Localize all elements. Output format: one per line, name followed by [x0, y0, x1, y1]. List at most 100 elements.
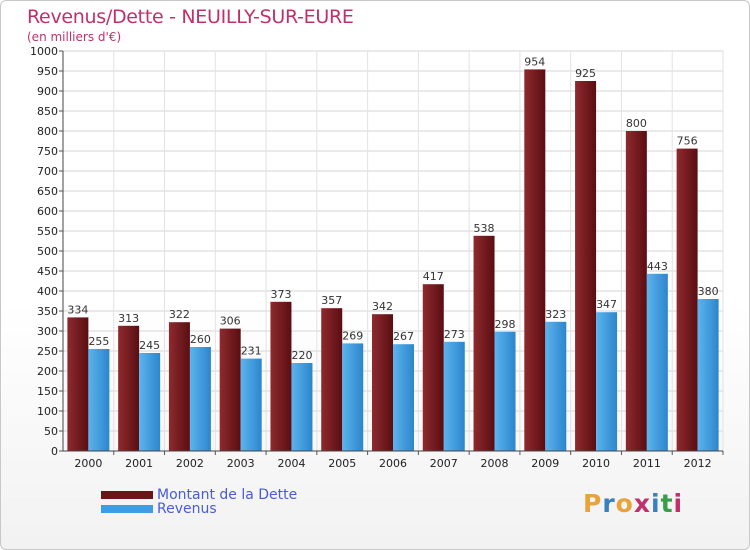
value-label-revenus-2007: 273 — [444, 328, 465, 341]
y-tick-label-450: 450 — [37, 265, 58, 278]
value-label-dette-2005: 357 — [321, 294, 342, 307]
value-label-dette-2000: 334 — [67, 303, 88, 316]
y-tick-label-950: 950 — [37, 65, 58, 78]
x-tick-label-2008: 2008 — [481, 457, 509, 470]
value-label-revenus-2003: 231 — [241, 345, 262, 358]
value-label-revenus-2009: 323 — [545, 308, 566, 321]
value-label-dette-2011: 800 — [626, 117, 647, 130]
value-label-dette-2009: 954 — [524, 55, 545, 68]
value-label-revenus-2012: 380 — [698, 285, 719, 298]
logo-letter: i — [651, 489, 661, 518]
y-tick-label-300: 300 — [37, 325, 58, 338]
bar-revenus-2008 — [494, 331, 516, 451]
bar-revenus-2004 — [291, 363, 313, 451]
value-label-revenus-2008: 298 — [495, 318, 516, 331]
legend-label-dette: Montant de la Dette — [157, 487, 298, 503]
value-label-dette-2004: 373 — [270, 288, 291, 301]
x-tick-label-2001: 2001 — [125, 457, 153, 470]
value-label-revenus-2004: 220 — [291, 349, 312, 362]
y-tick-label-150: 150 — [37, 385, 58, 398]
bar-revenus-2005 — [342, 343, 364, 451]
bar-revenus-2009 — [545, 321, 567, 451]
value-label-revenus-2000: 255 — [88, 335, 109, 348]
bar-dette-2009 — [524, 69, 546, 452]
value-label-revenus-2011: 443 — [647, 260, 668, 273]
value-label-dette-2006: 342 — [372, 300, 393, 313]
y-tick-label-0: 0 — [51, 445, 58, 458]
x-tick-label-2010: 2010 — [582, 457, 610, 470]
y-tick-label-800: 800 — [37, 125, 58, 138]
logo-letter: r — [602, 489, 616, 518]
logo-letter: P — [583, 489, 603, 518]
x-tick-label-2007: 2007 — [430, 457, 458, 470]
logo-letter: o — [615, 489, 634, 518]
value-label-revenus-2005: 269 — [342, 329, 363, 342]
value-label-revenus-2006: 267 — [393, 330, 414, 343]
bar-dette-2002 — [168, 322, 190, 451]
value-label-dette-2002: 322 — [169, 308, 190, 321]
y-tick-label-100: 100 — [37, 405, 58, 418]
bar-revenus-2007 — [443, 341, 465, 451]
x-tick-label-2011: 2011 — [633, 457, 661, 470]
bar-dette-2003 — [219, 328, 241, 451]
bar-dette-2012 — [676, 148, 698, 451]
y-tick-label-750: 750 — [37, 145, 58, 158]
x-tick-label-2002: 2002 — [176, 457, 204, 470]
x-tick-label-2003: 2003 — [227, 457, 255, 470]
y-tick-label-900: 900 — [37, 85, 58, 98]
bar-revenus-2002 — [189, 347, 211, 451]
x-tick-label-2012: 2012 — [684, 457, 712, 470]
proxiti-logo: Proxiti — [583, 489, 683, 518]
value-label-dette-2008: 538 — [474, 222, 495, 235]
chart-title: Revenus/Dette - NEUILLY-SUR-EURE — [27, 6, 354, 28]
y-tick-label-400: 400 — [37, 285, 58, 298]
y-tick-label-500: 500 — [37, 245, 58, 258]
y-tick-label-350: 350 — [37, 305, 58, 318]
y-tick-label-200: 200 — [37, 365, 58, 378]
value-label-dette-2003: 306 — [220, 315, 241, 328]
y-tick-label-850: 850 — [37, 105, 58, 118]
y-tick-label-650: 650 — [37, 185, 58, 198]
value-label-dette-2007: 417 — [423, 270, 444, 283]
bar-dette-2001 — [118, 325, 140, 451]
bar-dette-2005 — [321, 308, 343, 451]
bar-revenus-2003 — [240, 358, 262, 451]
bar-revenus-2012 — [697, 299, 719, 451]
y-tick-label-250: 250 — [37, 345, 58, 358]
bar-revenus-2000 — [88, 349, 110, 451]
x-tick-label-2000: 2000 — [74, 457, 102, 470]
legend-label-revenus: Revenus — [157, 501, 217, 517]
logo-letter: i — [673, 489, 684, 518]
logo-letter: t — [660, 489, 674, 518]
bar-dette-2006 — [372, 314, 393, 451]
value-label-revenus-2010: 347 — [596, 298, 617, 311]
legend-swatch-dette — [101, 491, 153, 499]
y-tick-label-550: 550 — [37, 225, 58, 238]
bar-revenus-2006 — [393, 344, 414, 451]
axes: 0 50 100 150 200 250 300 350 400 450 500 550 600 650 7… — [30, 45, 724, 470]
value-label-dette-2012: 756 — [677, 135, 698, 148]
legend-item-revenus: Revenus — [101, 501, 217, 517]
x-tick-label-2009: 2009 — [531, 457, 559, 470]
x-tick-label-2006: 2006 — [379, 457, 407, 470]
y-tick-label-700: 700 — [37, 165, 58, 178]
logo-letter: x — [633, 489, 651, 518]
value-label-revenus-2001: 245 — [139, 339, 160, 352]
bar-dette-2007 — [422, 284, 444, 451]
y-tick-label-600: 600 — [37, 205, 58, 218]
value-label-dette-2010: 925 — [575, 67, 596, 80]
legend-swatch-revenus — [101, 505, 153, 513]
bar-revenus-2011 — [646, 273, 668, 451]
x-tick-label-2004: 2004 — [277, 457, 305, 470]
bar-dette-2000 — [67, 317, 89, 451]
bars — [67, 69, 719, 452]
y-tick-label-1000: 1000 — [30, 45, 58, 58]
chart-subtitle: (en milliers d'€) — [27, 30, 122, 44]
bar-revenus-2001 — [139, 353, 161, 451]
value-label-revenus-2002: 260 — [190, 333, 211, 346]
bar-dette-2004 — [270, 301, 292, 451]
bar-dette-2010 — [575, 81, 597, 451]
